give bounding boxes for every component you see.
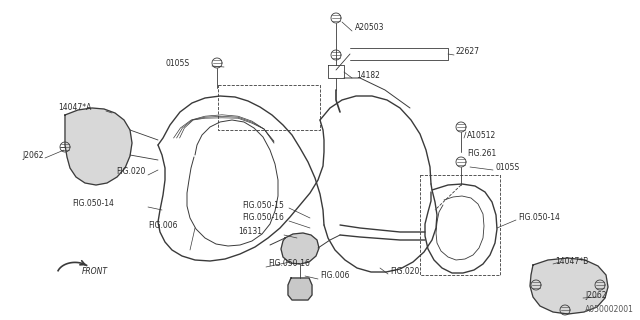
Text: J2062: J2062 bbox=[585, 291, 607, 300]
Polygon shape bbox=[281, 233, 319, 264]
Text: FIG.006: FIG.006 bbox=[320, 271, 349, 281]
Text: 14047*A: 14047*A bbox=[58, 103, 92, 113]
Text: FIG.020: FIG.020 bbox=[390, 267, 419, 276]
Text: FIG.050-14: FIG.050-14 bbox=[518, 213, 560, 222]
Text: FIG.020: FIG.020 bbox=[116, 167, 145, 177]
Text: J2062: J2062 bbox=[22, 151, 44, 161]
Text: 22627: 22627 bbox=[456, 47, 480, 57]
Polygon shape bbox=[65, 108, 132, 185]
Text: FIG.261: FIG.261 bbox=[467, 148, 496, 157]
Text: 0105S: 0105S bbox=[166, 59, 190, 68]
Text: FRONT: FRONT bbox=[82, 268, 108, 276]
Text: FIG.006: FIG.006 bbox=[148, 220, 177, 229]
Text: FIG.050-16: FIG.050-16 bbox=[268, 260, 310, 268]
Text: A10512: A10512 bbox=[467, 131, 496, 140]
Text: 16131: 16131 bbox=[238, 228, 262, 236]
Text: 0105S: 0105S bbox=[496, 164, 520, 172]
Polygon shape bbox=[530, 258, 608, 314]
Polygon shape bbox=[288, 278, 312, 300]
Text: FIG.050-16: FIG.050-16 bbox=[242, 213, 284, 222]
Text: A20503: A20503 bbox=[355, 23, 385, 33]
Text: FIG.050-15: FIG.050-15 bbox=[242, 201, 284, 210]
Text: 14182: 14182 bbox=[356, 70, 380, 79]
Text: A050002001: A050002001 bbox=[585, 305, 634, 314]
Text: 14047*B: 14047*B bbox=[555, 258, 588, 267]
Text: FIG.050-14: FIG.050-14 bbox=[72, 199, 114, 209]
